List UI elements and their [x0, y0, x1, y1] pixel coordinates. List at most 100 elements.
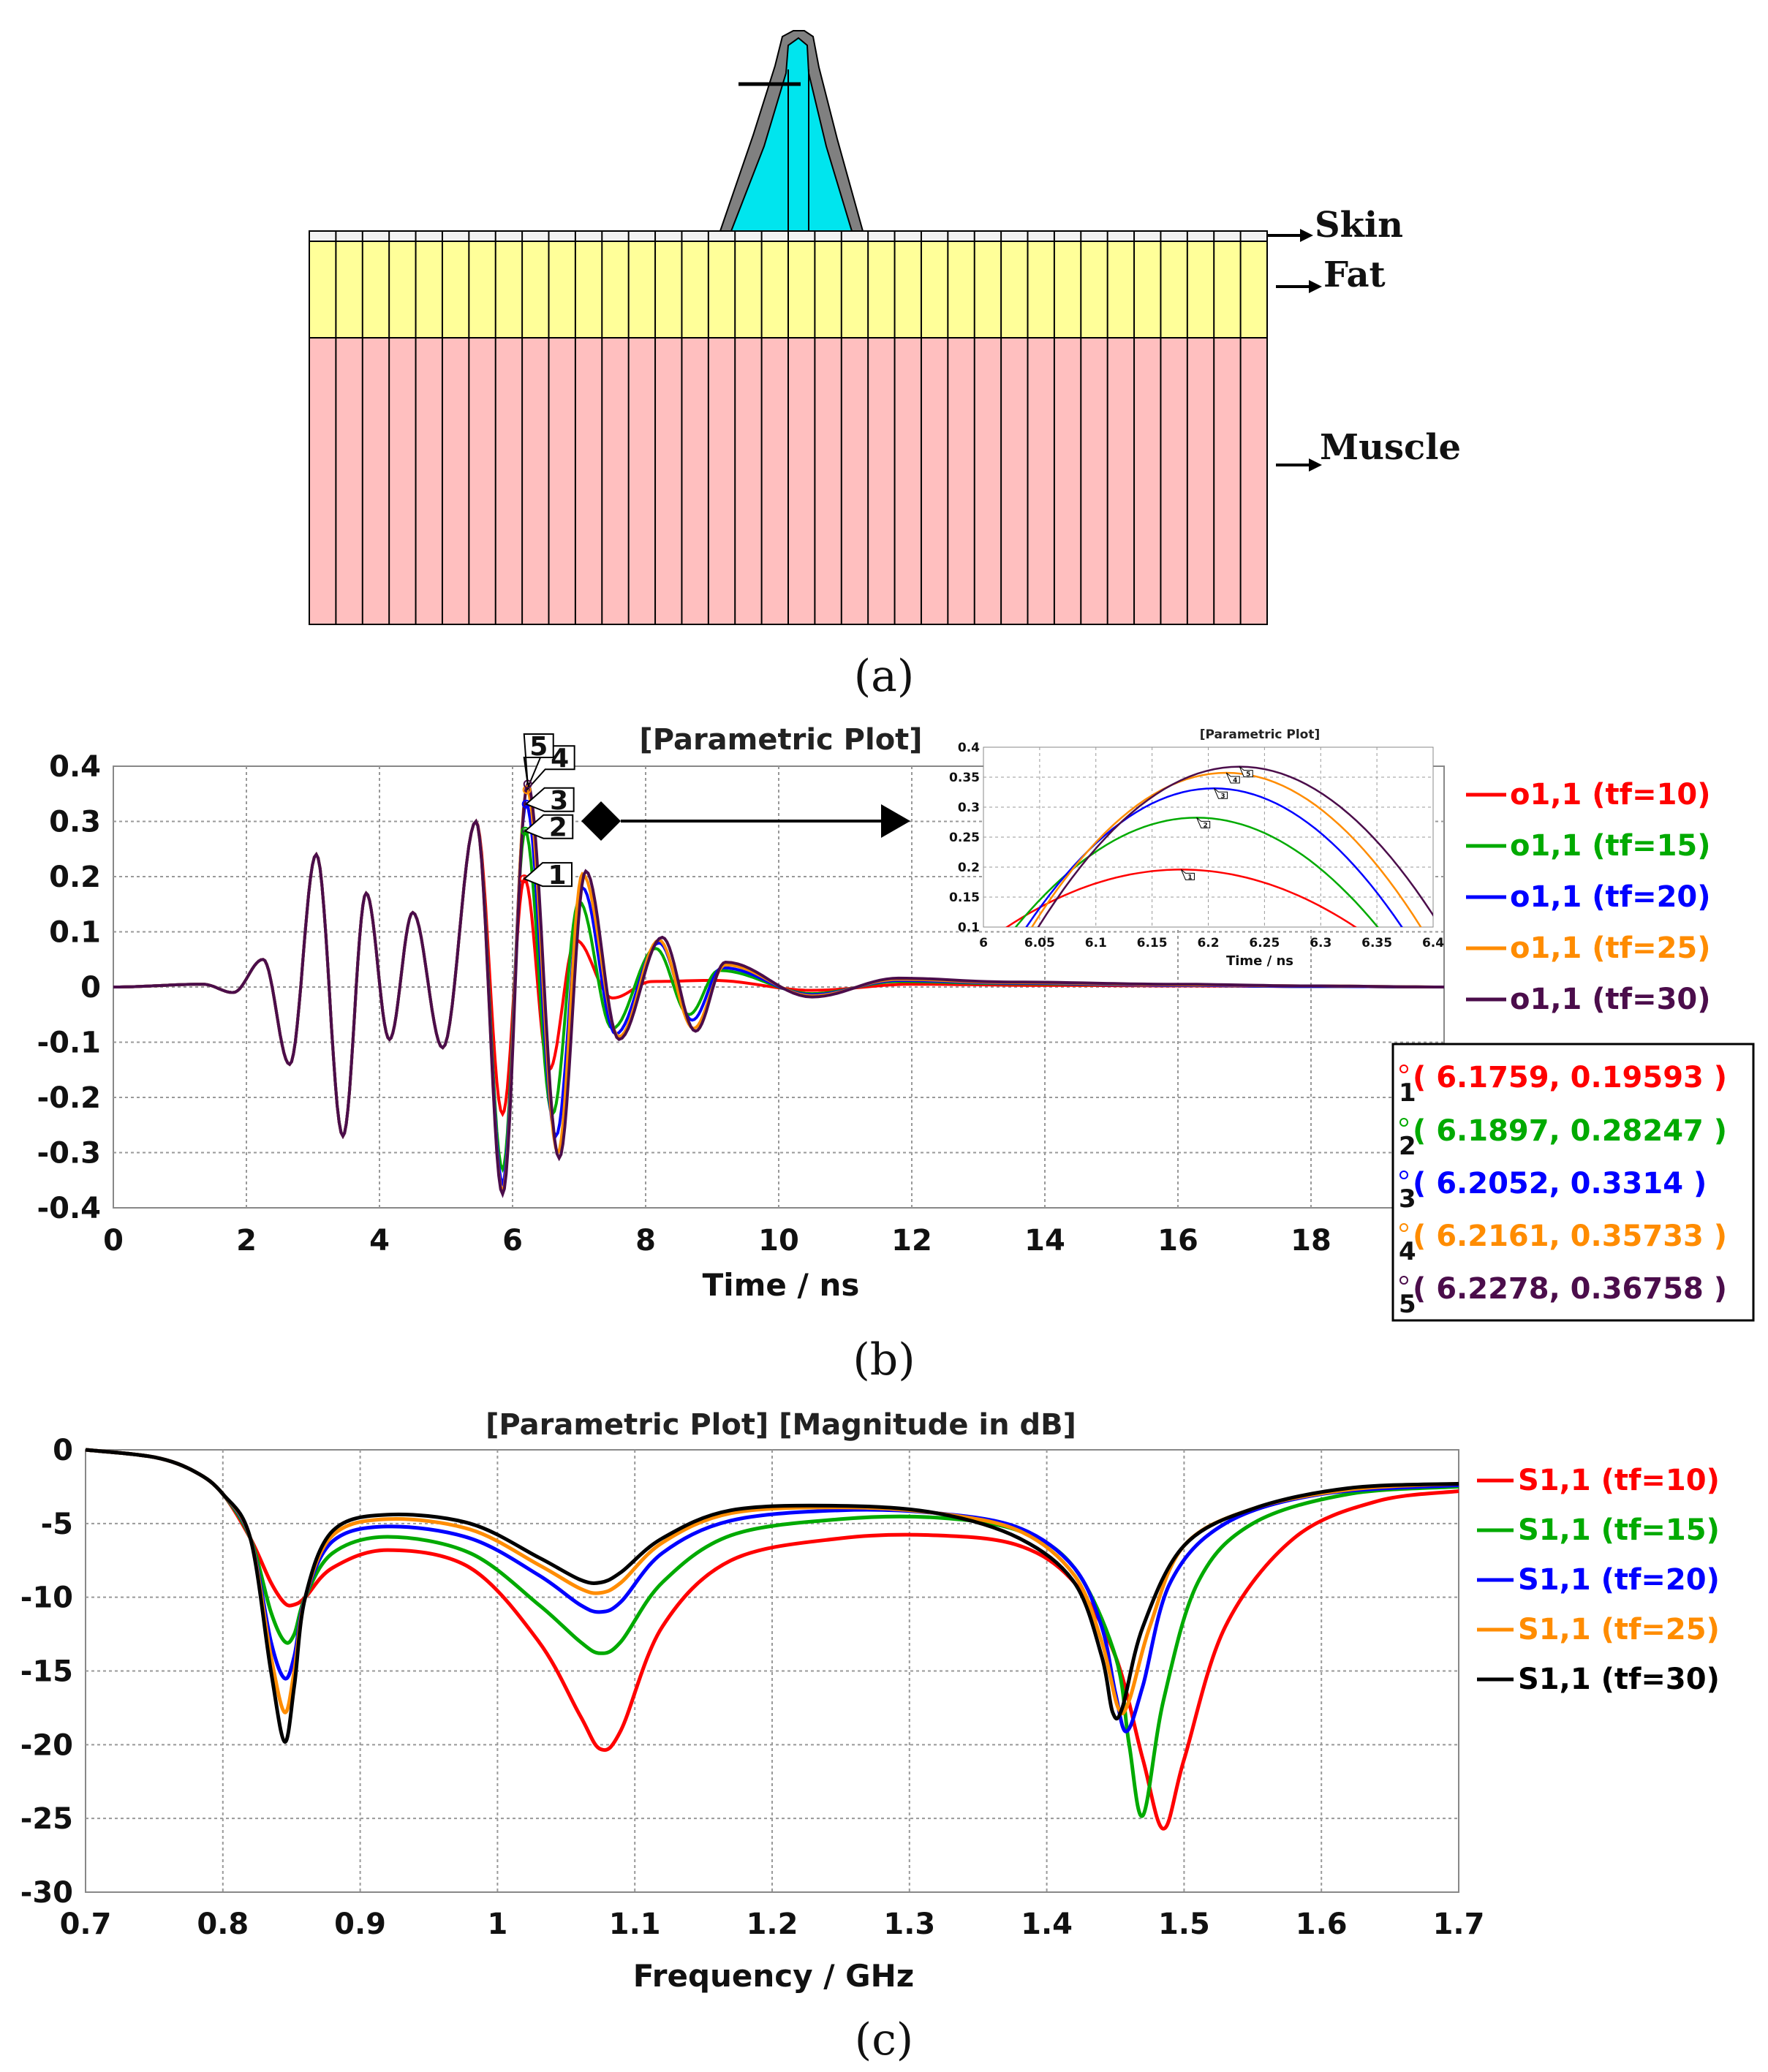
chart-b-title: [Parametric Plot] [639, 723, 922, 757]
marker-table: 1 ( 6.1759, 0.19593 ) 2 ( 6.1897, 0.2824… [1391, 1043, 1755, 1322]
legend-item: S1,1 (tf=30) [1477, 1663, 1720, 1696]
marker-row-id: 4 [1399, 1237, 1416, 1266]
inset-marker-label: 4 [1233, 777, 1237, 784]
muscle-arrowhead [1309, 458, 1322, 472]
inset-marker-label: 3 [1220, 793, 1225, 800]
panel-b: [Parametric Plot] 0 2 4 6 8 10 12 14 16 … [37, 723, 1755, 1385]
series-line [85, 1448, 1459, 1733]
x-tick-label: 12 [891, 1224, 932, 1258]
legend-item: S1,1 (tf=15) [1477, 1513, 1720, 1547]
marker-row: 1 ( 6.1759, 0.19593 ) [1399, 1061, 1727, 1108]
series-line [85, 1448, 1459, 1818]
x-tick-label: 0.9 [334, 1907, 386, 1941]
fat-arrowhead [1309, 280, 1322, 293]
x-tick-label: 1.4 [1021, 1907, 1073, 1941]
series-line [85, 1448, 1459, 1831]
inset-marker-label: 5 [1246, 771, 1250, 779]
marker-row-value: ( 6.2161, 0.35733 ) [1413, 1220, 1727, 1253]
x-tick-label: 1.5 [1158, 1907, 1210, 1941]
chart-c-x-ticks: 0.7 0.8 0.9 1 1.1 1.2 1.3 1.4 1.5 1.6 1.… [60, 1907, 1485, 1941]
inset-marker-flag [1225, 772, 1240, 784]
legend-item: o1,1 (tf=25) [1466, 931, 1711, 965]
skin-label: Skin [1315, 205, 1403, 246]
x-tick-label: 1.1 [609, 1907, 661, 1941]
marker-flag [524, 787, 575, 812]
x-tick-label: 6 [502, 1224, 523, 1258]
panel-c: [Parametric Plot] [Magnitude in dB] 0.7 … [20, 1408, 1720, 2065]
y-tick-label: -20 [20, 1728, 73, 1762]
chart-b-x-axis-label: Time / ns [703, 1267, 860, 1303]
caption-b: (b) [853, 1334, 915, 1385]
x-tick-label: 2 [236, 1224, 257, 1258]
inset-y-tick-label: 0.15 [949, 891, 980, 905]
legend-label: o1,1 (tf=30) [1510, 983, 1711, 1016]
chart-c-title: [Parametric Plot] [Magnitude in dB] [486, 1408, 1076, 1442]
chart-c-y-ticks: 0 -5 -10 -15 -20 -25 -30 [20, 1434, 73, 1910]
legend-item: S1,1 (tf=10) [1477, 1464, 1720, 1497]
inset-marker-label: 1 [1187, 874, 1192, 881]
legend-label: S1,1 (tf=30) [1518, 1663, 1720, 1696]
chart-c-x-axis-label: Frequency / GHz [633, 1958, 914, 1994]
marker-row-value: ( 6.2278, 0.36758 ) [1413, 1272, 1727, 1306]
legend-item: o1,1 (tf=20) [1466, 880, 1711, 914]
marker-label: 3 [550, 786, 568, 816]
inset-x-tick-label: 6.4 [1422, 936, 1444, 950]
x-tick-label: 1.2 [747, 1907, 798, 1941]
marker-point [522, 785, 532, 795]
marker-label: 2 [549, 813, 567, 843]
inset-grid [983, 746, 1434, 928]
y-tick-label: 0.2 [49, 861, 101, 894]
legend-item: o1,1 (tf=10) [1466, 778, 1711, 812]
inset-y-tick-label: 0.3 [958, 801, 980, 815]
inset-x-tick-label: 6.25 [1249, 936, 1280, 950]
y-tick-label: -0.4 [37, 1192, 101, 1225]
series-line [85, 1448, 1459, 1744]
inset-x-tick-label: 6.3 [1310, 936, 1331, 950]
legend-label: S1,1 (tf=25) [1518, 1613, 1720, 1646]
inset-y-tick-label: 0.1 [958, 920, 980, 935]
y-tick-label: -0.1 [37, 1026, 101, 1060]
inset-x-tick-label: 6.1 [1085, 936, 1107, 950]
y-tick-label: 0.4 [49, 750, 101, 784]
inset-chart: [Parametric Plot] 6 6.05 6.1 6.15 6.2 6.… [949, 727, 1444, 969]
skin-label-group: Skin [1267, 205, 1403, 246]
marker-row-symbol [1399, 1223, 1408, 1232]
chart-c-grid [85, 1449, 1459, 1893]
inset-x-tick-label: 6.2 [1197, 936, 1219, 950]
mesh-grid-lines [309, 231, 1268, 624]
marker-row-symbol [1399, 1276, 1408, 1285]
inset-marker-flag [1196, 817, 1211, 828]
y-tick-label: -15 [20, 1655, 73, 1689]
inset-x-tick-label: 6.05 [1024, 936, 1055, 950]
marker-row-symbol [1399, 1171, 1408, 1179]
inset-title: [Parametric Plot] [1200, 727, 1321, 742]
inset-marker-flag [1239, 766, 1253, 778]
y-tick-label: -0.3 [37, 1137, 101, 1171]
chart-b-legend: o1,1 (tf=10) o1,1 (tf=15) o1,1 (tf=20) o… [1466, 778, 1711, 1016]
y-tick-label: -25 [20, 1802, 73, 1836]
y-tick-label: 0.1 [49, 916, 101, 950]
marker-table-frame [1391, 1043, 1755, 1322]
x-tick-label: 1.3 [883, 1907, 935, 1941]
inset-x-tick-label: 6 [979, 936, 988, 950]
y-tick-label: -10 [20, 1581, 73, 1615]
antenna-body [730, 37, 853, 232]
legend-item: S1,1 (tf=25) [1477, 1613, 1720, 1646]
fat-label: Fat [1323, 254, 1386, 295]
x-tick-label: 14 [1024, 1224, 1065, 1258]
marker-row-symbol [1399, 1118, 1408, 1127]
x-tick-label: 4 [369, 1224, 390, 1258]
legend-label: o1,1 (tf=15) [1510, 829, 1711, 863]
inset-x-axis-label: Time / ns [1226, 953, 1293, 969]
marker-row-id: 2 [1399, 1132, 1416, 1161]
marker-row: 4 ( 6.2161, 0.35733 ) [1399, 1220, 1727, 1266]
legend-item: o1,1 (tf=30) [1466, 983, 1711, 1016]
x-tick-label: 0.8 [197, 1907, 249, 1941]
x-tick-label: 18 [1291, 1224, 1331, 1258]
inset-y-tick-label: 0.25 [949, 831, 980, 845]
y-tick-label: 0.3 [49, 806, 101, 839]
fat-label-group: Fat [1276, 254, 1386, 295]
legend-label: S1,1 (tf=20) [1518, 1563, 1720, 1597]
